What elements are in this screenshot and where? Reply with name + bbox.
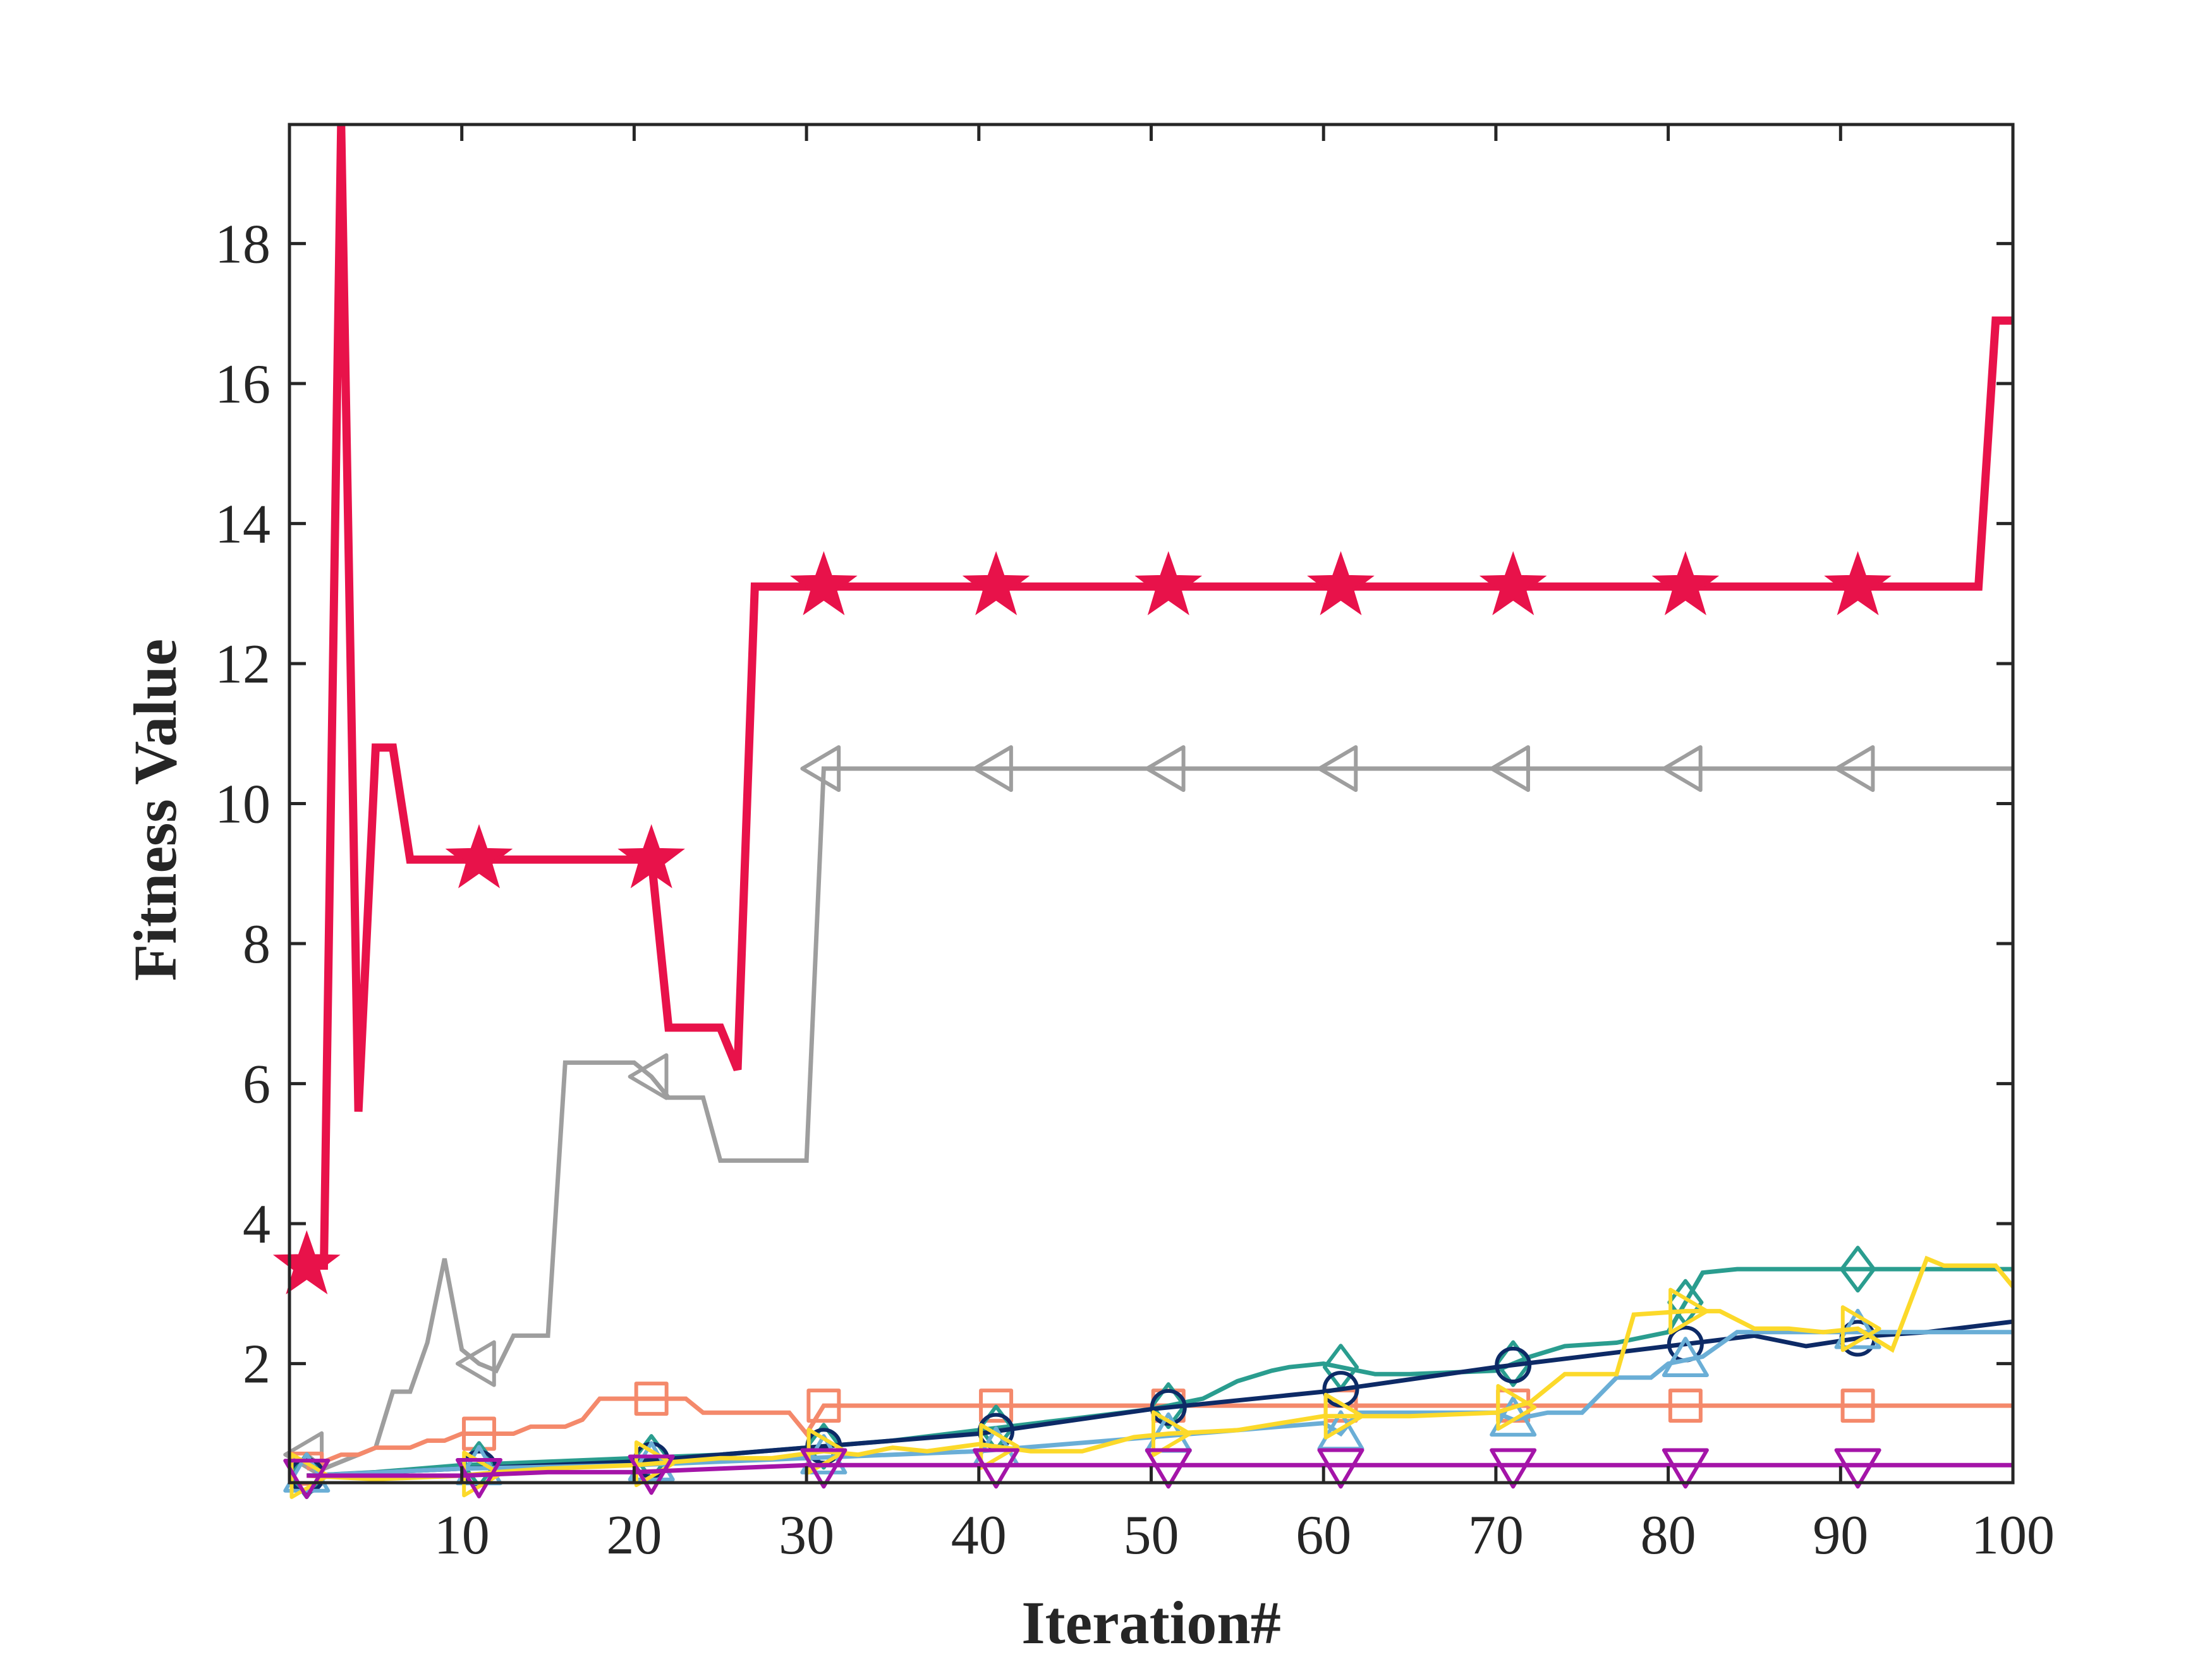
series-layer xyxy=(272,124,2015,1499)
series-line xyxy=(307,1255,2015,1482)
triangle-right-marker xyxy=(979,1423,1020,1470)
series-line xyxy=(305,1396,2013,1471)
triangle-left-marker xyxy=(628,1053,669,1100)
x-axis-title: Iteration# xyxy=(1021,1589,1281,1656)
triangle-down-marker xyxy=(1145,1448,1192,1489)
star-marker xyxy=(1651,551,1720,616)
y-tick-label: 12 xyxy=(215,634,270,695)
triangle-left-marker xyxy=(1317,745,1358,793)
series-line xyxy=(307,1462,2013,1478)
triangle-left-marker xyxy=(1834,745,1875,793)
series-group xyxy=(283,745,2013,1478)
y-tick-label: 16 xyxy=(215,354,270,415)
triangle-left-marker xyxy=(455,1340,496,1387)
circle-marker xyxy=(1495,1346,1532,1383)
star-marker xyxy=(790,551,858,616)
x-tick-label: 30 xyxy=(779,1505,834,1566)
triangle-up-marker xyxy=(1490,1396,1537,1437)
triangle-down-marker xyxy=(800,1448,848,1489)
triangle-up-marker xyxy=(1662,1337,1709,1377)
series-group xyxy=(283,1448,2013,1499)
x-tick-label: 20 xyxy=(606,1505,662,1566)
triangle-down-marker xyxy=(1317,1448,1364,1489)
diamond-marker xyxy=(1495,1340,1531,1387)
x-tick-label: 70 xyxy=(1468,1505,1524,1566)
x-tick-label: 80 xyxy=(1641,1505,1696,1566)
star-marker xyxy=(1134,551,1203,616)
x-tick-label: 40 xyxy=(951,1505,1007,1566)
star-marker xyxy=(445,824,513,889)
x-tick-label: 10 xyxy=(434,1505,490,1566)
series-group xyxy=(272,124,2013,1295)
tick-label-layer: 10 20 30 40 50 60 70 80 90 100 2 4 6 8 10 12 14 16 18 xyxy=(215,214,2055,1566)
x-tick-label: 100 xyxy=(1971,1505,2055,1566)
triangle-left-marker xyxy=(973,745,1013,793)
square-marker xyxy=(634,1382,669,1416)
triangle-left-marker xyxy=(1662,745,1703,793)
y-tick-label: 8 xyxy=(243,914,270,975)
star-marker xyxy=(1479,551,1547,616)
triangle-left-marker xyxy=(1490,745,1530,793)
triangle-right-marker xyxy=(1668,1287,1709,1335)
x-tick-label: 90 xyxy=(1813,1505,1868,1566)
triangle-right-marker xyxy=(1496,1383,1537,1431)
diamond-marker xyxy=(1840,1246,1876,1293)
star-marker xyxy=(1824,551,1892,616)
star-marker xyxy=(617,824,685,889)
triangle-down-marker xyxy=(455,1458,502,1498)
triangle-down-marker xyxy=(1834,1448,1881,1489)
triangle-right-marker xyxy=(289,1452,331,1499)
square-marker xyxy=(1668,1389,1703,1423)
square-marker xyxy=(1840,1389,1875,1423)
triangle-down-marker xyxy=(1662,1448,1709,1489)
y-tick-label: 18 xyxy=(215,214,270,275)
diamond-marker xyxy=(1150,1382,1187,1430)
triangle-right-marker xyxy=(1840,1305,1881,1352)
triangle-down-marker xyxy=(973,1448,1020,1489)
y-tick-label: 2 xyxy=(243,1334,270,1395)
triangle-right-marker xyxy=(1151,1410,1192,1457)
star-marker xyxy=(272,1230,341,1295)
star-marker xyxy=(1307,551,1375,616)
axes-layer xyxy=(288,123,2015,1485)
square-marker xyxy=(979,1389,1014,1423)
triangle-down-marker xyxy=(628,1454,675,1495)
series-line xyxy=(305,766,2013,1471)
triangle-down-marker xyxy=(1490,1448,1537,1489)
triangle-down-marker xyxy=(283,1459,331,1499)
star-marker xyxy=(962,551,1030,616)
plot-area xyxy=(289,125,2013,1483)
y-tick-label: 14 xyxy=(215,494,270,555)
y-tick-label: 4 xyxy=(243,1194,270,1255)
diamond-marker xyxy=(805,1423,842,1470)
circle-marker xyxy=(1150,1389,1187,1426)
y-tick-label: 10 xyxy=(215,774,270,836)
y-axis-title: Fitness Value xyxy=(121,639,189,981)
x-tick-label: 50 xyxy=(1124,1505,1179,1566)
y-tick-label: 6 xyxy=(243,1054,270,1115)
triangle-up-marker xyxy=(283,1452,331,1493)
square-marker xyxy=(806,1389,841,1423)
triangle-left-marker xyxy=(800,745,841,793)
triangle-left-marker xyxy=(1145,745,1186,793)
x-tick-label: 60 xyxy=(1296,1505,1351,1566)
triangle-right-marker xyxy=(1323,1392,1364,1440)
